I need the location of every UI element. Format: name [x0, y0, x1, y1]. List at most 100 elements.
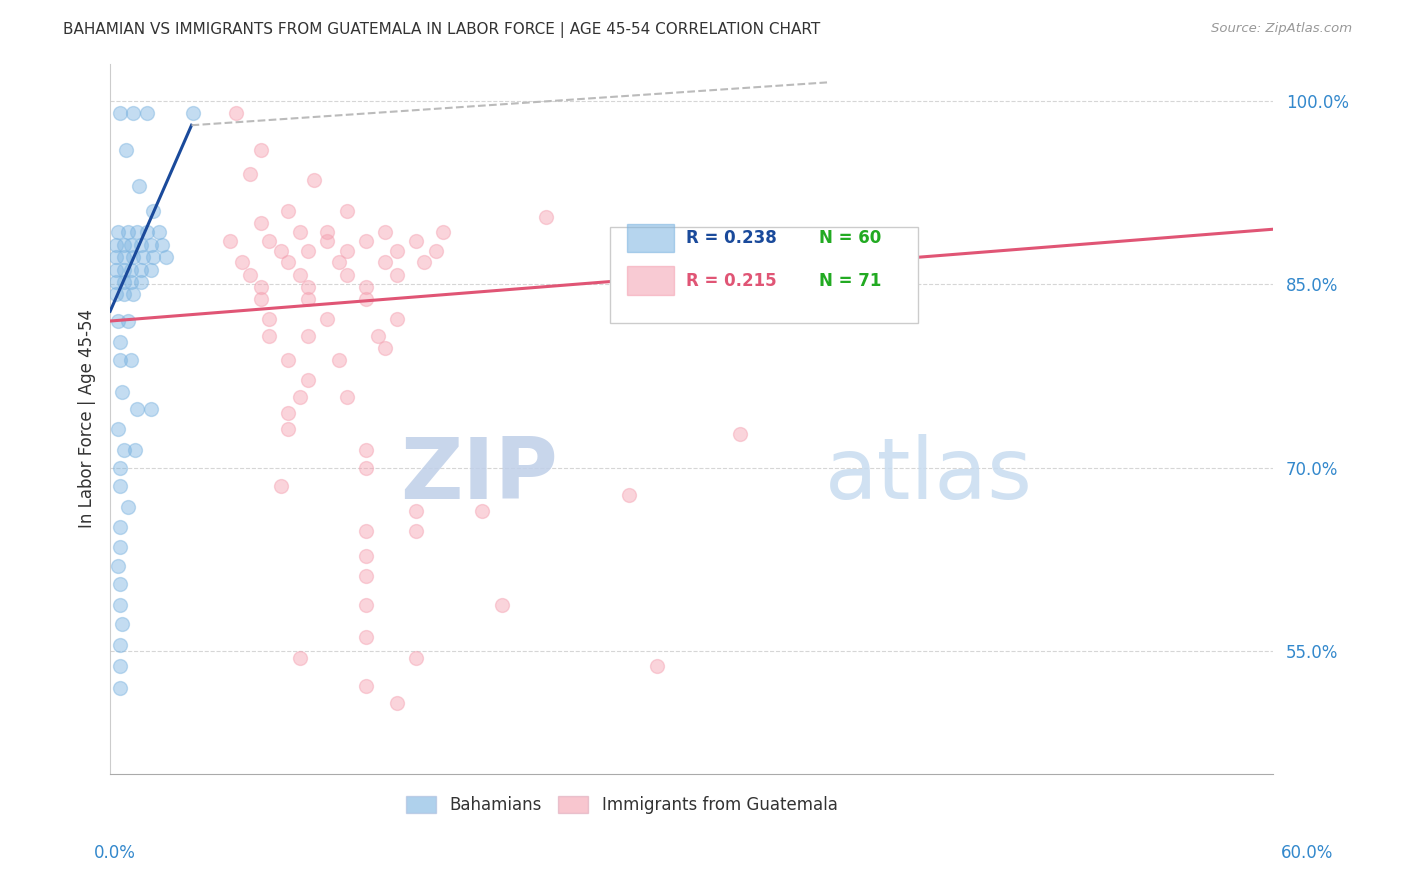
Point: [534, 210, 557, 224]
Text: N = 71: N = 71: [820, 271, 882, 290]
Point: [122, 106, 145, 120]
Point: [108, 659, 131, 673]
Point: [108, 334, 131, 349]
Point: [117, 314, 139, 328]
Point: [250, 279, 273, 293]
Point: [297, 292, 319, 306]
Point: [385, 268, 408, 282]
Point: [112, 238, 135, 252]
Point: [297, 244, 319, 259]
Point: [354, 235, 377, 249]
Point: [139, 238, 162, 252]
Point: [328, 353, 350, 368]
Point: [491, 598, 513, 612]
Point: [354, 442, 377, 457]
Point: [277, 353, 299, 368]
Point: [354, 549, 377, 563]
Point: [148, 225, 170, 239]
Point: [374, 255, 396, 269]
Point: [385, 311, 408, 326]
Point: [335, 203, 357, 218]
Point: [425, 244, 447, 259]
Point: [316, 311, 339, 326]
Point: [112, 251, 135, 265]
Point: [374, 341, 396, 355]
Point: [108, 541, 131, 555]
Text: BAHAMIAN VS IMMIGRANTS FROM GUATEMALA IN LABOR FORCE | AGE 45-54 CORRELATION CHA: BAHAMIAN VS IMMIGRANTS FROM GUATEMALA IN…: [63, 22, 821, 38]
Point: [354, 461, 377, 475]
Point: [257, 235, 280, 249]
Point: [239, 268, 262, 282]
Point: [142, 203, 165, 218]
Point: [645, 659, 668, 673]
Point: [152, 238, 174, 252]
Point: [136, 225, 159, 239]
Text: 0.0%: 0.0%: [94, 844, 136, 862]
Point: [385, 696, 408, 710]
Point: [124, 442, 146, 457]
Bar: [627, 224, 673, 252]
Point: [111, 617, 134, 632]
Point: [142, 251, 165, 265]
Bar: [627, 267, 673, 294]
Point: [288, 268, 311, 282]
Point: [112, 275, 135, 289]
Point: [121, 262, 143, 277]
Text: Source: ZipAtlas.com: Source: ZipAtlas.com: [1212, 22, 1353, 36]
Point: [104, 262, 127, 277]
Point: [108, 638, 131, 652]
Point: [619, 488, 641, 502]
Point: [139, 402, 162, 417]
Point: [277, 203, 299, 218]
Point: [277, 255, 299, 269]
Point: [471, 504, 494, 518]
Point: [117, 225, 139, 239]
Point: [121, 275, 143, 289]
Point: [108, 577, 131, 591]
Point: [297, 328, 319, 343]
Point: [316, 225, 339, 239]
Point: [129, 275, 152, 289]
Point: [354, 679, 377, 693]
Point: [127, 402, 149, 417]
Point: [270, 244, 292, 259]
Point: [277, 406, 299, 420]
Point: [155, 251, 177, 265]
Point: [108, 681, 131, 695]
Point: [335, 390, 357, 404]
Y-axis label: In Labor Force | Age 45-54: In Labor Force | Age 45-54: [79, 310, 96, 528]
Point: [354, 568, 377, 582]
Point: [104, 238, 127, 252]
Point: [354, 524, 377, 539]
Point: [405, 650, 427, 665]
Point: [104, 287, 127, 301]
Point: [112, 262, 135, 277]
Point: [107, 225, 129, 239]
Point: [277, 422, 299, 436]
Point: [108, 519, 131, 533]
Point: [129, 238, 152, 252]
Point: [128, 179, 150, 194]
Point: [104, 251, 127, 265]
Point: [139, 262, 162, 277]
Point: [257, 311, 280, 326]
Point: [112, 287, 135, 301]
Point: [250, 292, 273, 306]
Point: [250, 216, 273, 230]
Point: [114, 143, 136, 157]
Point: [257, 328, 280, 343]
Point: [132, 251, 155, 265]
Point: [405, 235, 427, 249]
Point: [335, 268, 357, 282]
Text: N = 60: N = 60: [820, 229, 882, 247]
Text: R = 0.215: R = 0.215: [686, 271, 776, 290]
Point: [367, 328, 389, 343]
Point: [107, 422, 129, 436]
Point: [374, 225, 396, 239]
Point: [405, 524, 427, 539]
Point: [239, 167, 262, 181]
Point: [219, 235, 242, 249]
Point: [297, 373, 319, 387]
Point: [288, 650, 311, 665]
Point: [432, 225, 454, 239]
